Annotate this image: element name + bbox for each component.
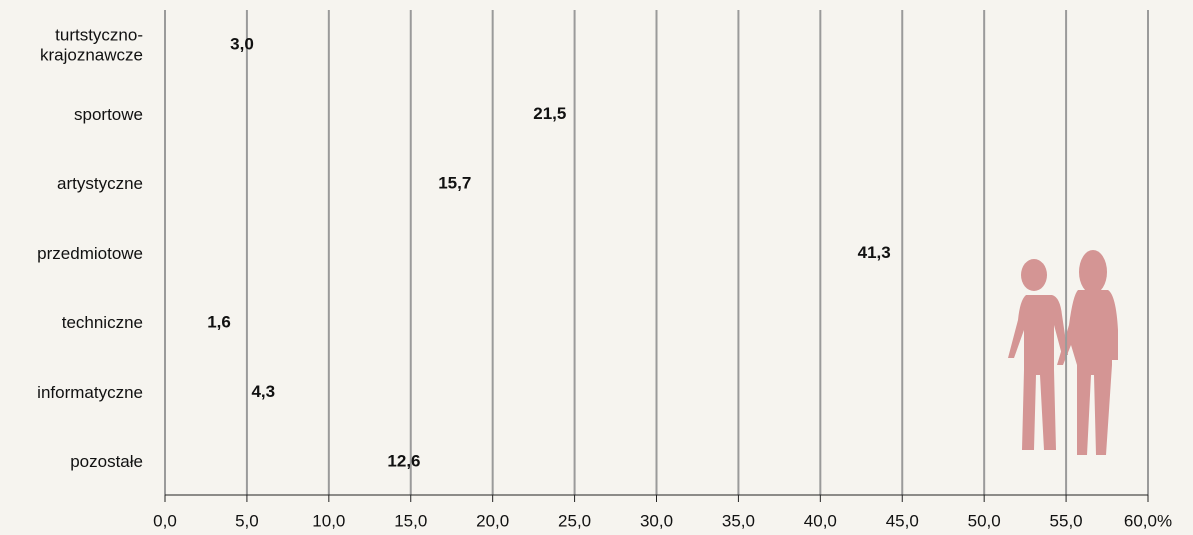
x-tick-label: 15,0 (394, 511, 427, 530)
value-label: 12,6 (387, 451, 420, 470)
value-label: 3,0 (230, 34, 254, 53)
value-label: 15,7 (438, 173, 471, 192)
category-label: przedmiotowe (37, 243, 143, 263)
x-tick-label: 25,0 (558, 511, 591, 530)
category-label: turtstyczno- krajoznawcze (40, 25, 143, 64)
category-label: techniczne (61, 313, 143, 333)
category-label: informatyczne (37, 382, 143, 402)
category-label: pozostałe (70, 452, 143, 472)
x-tick-label: 10,0 (312, 511, 345, 530)
x-tick-label: 60,0% (1124, 511, 1172, 530)
x-tick-label: 35,0 (722, 511, 755, 530)
value-label: 41,3 (858, 243, 891, 262)
pictogram-bar (165, 446, 372, 476)
pictogram-bar (165, 98, 518, 129)
x-tick-label: 30,0 (640, 511, 673, 530)
x-tick-label: 20,0 (476, 511, 509, 530)
pictogram-bar (165, 307, 192, 337)
x-tick-label: 5,0 (235, 511, 259, 530)
value-label: 4,3 (251, 382, 275, 401)
pictogram-bar (165, 376, 236, 407)
x-tick-label: 55,0 (1050, 511, 1083, 530)
x-tick-label: 0,0 (153, 511, 177, 530)
kids-silhouette (1008, 250, 1118, 455)
value-label: 1,6 (207, 312, 231, 331)
x-tick-label: 40,0 (804, 511, 837, 530)
x-tick-label: 50,0 (968, 511, 1001, 530)
pictogram-bar (165, 29, 215, 59)
pictogram-bar (165, 237, 842, 268)
value-label: 21,5 (533, 104, 566, 123)
category-label: artystyczne (57, 174, 143, 194)
x-tick-label: 45,0 (886, 511, 919, 530)
category-label: sportowe (74, 104, 143, 124)
pictogram-bar (165, 168, 423, 198)
